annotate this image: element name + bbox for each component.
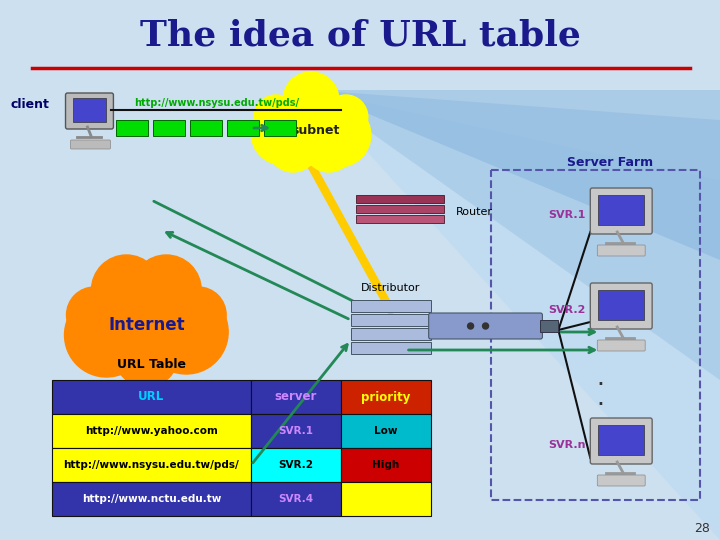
FancyBboxPatch shape — [66, 93, 114, 129]
FancyBboxPatch shape — [598, 290, 644, 320]
FancyBboxPatch shape — [598, 425, 644, 455]
Text: http://www.nsysu.edu.tw/pds/: http://www.nsysu.edu.tw/pds/ — [63, 460, 239, 470]
Circle shape — [171, 287, 226, 343]
Circle shape — [304, 122, 354, 172]
Circle shape — [324, 95, 368, 139]
Text: The idea of URL table: The idea of URL table — [140, 18, 581, 52]
Circle shape — [131, 255, 201, 325]
Text: http://www.nctu.edu.tw: http://www.nctu.edu.tw — [81, 494, 221, 504]
FancyBboxPatch shape — [598, 195, 644, 225]
FancyBboxPatch shape — [356, 215, 444, 223]
Text: SVR.1: SVR.1 — [548, 210, 585, 220]
FancyBboxPatch shape — [73, 98, 107, 122]
Text: priority: priority — [361, 390, 410, 403]
Circle shape — [114, 323, 179, 387]
Text: ·: · — [596, 413, 604, 437]
Text: client: client — [11, 98, 50, 111]
FancyBboxPatch shape — [251, 414, 341, 448]
Circle shape — [65, 293, 148, 377]
FancyBboxPatch shape — [341, 482, 431, 516]
Text: SVR.2: SVR.2 — [548, 305, 585, 315]
FancyBboxPatch shape — [356, 195, 444, 203]
FancyBboxPatch shape — [590, 283, 652, 329]
Circle shape — [254, 95, 298, 139]
Text: server: server — [275, 390, 318, 403]
Text: High: High — [372, 460, 400, 470]
Circle shape — [271, 85, 351, 165]
Text: Low: Low — [374, 426, 397, 436]
FancyBboxPatch shape — [264, 120, 296, 136]
Text: subnet: subnet — [292, 124, 340, 137]
FancyBboxPatch shape — [251, 380, 341, 414]
FancyBboxPatch shape — [351, 314, 431, 326]
FancyBboxPatch shape — [341, 380, 431, 414]
Polygon shape — [311, 90, 720, 260]
Circle shape — [482, 323, 489, 329]
FancyBboxPatch shape — [227, 120, 259, 136]
Circle shape — [268, 122, 318, 172]
Text: ·: · — [596, 393, 604, 417]
Text: http://www.yahoo.com: http://www.yahoo.com — [85, 426, 217, 436]
Text: SVR.2: SVR.2 — [279, 460, 313, 470]
Circle shape — [307, 103, 371, 167]
FancyBboxPatch shape — [251, 448, 341, 482]
Circle shape — [91, 255, 161, 325]
FancyBboxPatch shape — [153, 120, 185, 136]
FancyBboxPatch shape — [190, 120, 222, 136]
Circle shape — [144, 290, 228, 374]
Text: 28: 28 — [694, 522, 710, 535]
Text: URL Table: URL Table — [117, 357, 186, 370]
FancyBboxPatch shape — [71, 140, 110, 149]
Text: SVR.n: SVR.n — [548, 440, 585, 450]
Circle shape — [251, 101, 315, 165]
Text: Distributor: Distributor — [361, 283, 420, 293]
FancyBboxPatch shape — [52, 448, 251, 482]
FancyBboxPatch shape — [590, 188, 652, 234]
Circle shape — [467, 323, 474, 329]
FancyBboxPatch shape — [351, 342, 431, 354]
Text: ·: · — [596, 373, 604, 397]
FancyBboxPatch shape — [52, 482, 251, 516]
FancyBboxPatch shape — [351, 328, 431, 340]
FancyBboxPatch shape — [356, 205, 444, 213]
Polygon shape — [311, 90, 720, 540]
FancyBboxPatch shape — [341, 414, 431, 448]
Circle shape — [91, 265, 201, 375]
FancyBboxPatch shape — [598, 245, 645, 256]
FancyBboxPatch shape — [590, 418, 652, 464]
FancyBboxPatch shape — [117, 120, 148, 136]
FancyBboxPatch shape — [598, 340, 645, 351]
FancyBboxPatch shape — [598, 475, 645, 486]
FancyBboxPatch shape — [341, 448, 431, 482]
Text: Router: Router — [456, 207, 492, 217]
Text: URL: URL — [138, 390, 164, 403]
FancyBboxPatch shape — [428, 313, 542, 339]
Text: SVR.4: SVR.4 — [279, 494, 313, 504]
Text: Server Farm: Server Farm — [567, 156, 653, 168]
Circle shape — [66, 287, 122, 343]
Polygon shape — [311, 90, 720, 380]
FancyBboxPatch shape — [52, 380, 251, 414]
FancyBboxPatch shape — [251, 482, 341, 516]
Text: SVR.1: SVR.1 — [279, 426, 313, 436]
Text: Internet: Internet — [108, 316, 184, 334]
Text: http://www.nsysu.edu.tw/pds/: http://www.nsysu.edu.tw/pds/ — [134, 98, 299, 108]
FancyBboxPatch shape — [541, 320, 559, 332]
Circle shape — [283, 72, 339, 128]
FancyBboxPatch shape — [52, 414, 251, 448]
FancyBboxPatch shape — [351, 300, 431, 312]
